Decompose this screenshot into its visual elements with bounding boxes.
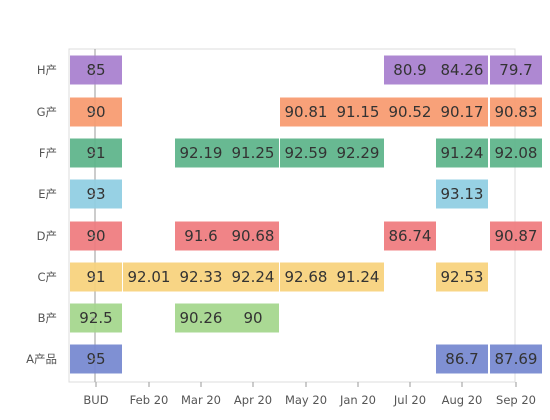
heatmap-cell[interactable] <box>175 138 227 168</box>
heatmap-cell[interactable] <box>280 97 332 127</box>
y-tick-label: E产 <box>38 187 57 201</box>
heatmap-cell[interactable] <box>490 344 542 374</box>
y-tick-label: A产品 <box>26 352 57 366</box>
cell-value-label: 80.9 <box>393 61 426 79</box>
heatmap-cell[interactable] <box>436 344 488 374</box>
heatmap-cell[interactable] <box>436 97 488 127</box>
cell-value-label: 90 <box>243 309 262 327</box>
heatmap-cell[interactable] <box>332 97 384 127</box>
heatmap-cell[interactable] <box>490 97 542 127</box>
cell-value-label: 91.24 <box>337 268 380 286</box>
cell-value-label: 79.7 <box>499 61 532 79</box>
cells-layer <box>70 55 542 374</box>
cell-value-label: 85 <box>86 61 105 79</box>
y-tick-label: D产 <box>37 229 57 243</box>
cell-value-label: 92.29 <box>337 144 380 162</box>
cell-value-label: 90.87 <box>495 227 538 245</box>
cell-value-label: 93 <box>86 185 105 203</box>
heatmap-cell[interactable] <box>70 303 122 333</box>
cell-labels-layer: 85 80.9 84.26 79.7 90 90.81 91.15 90.52 90.17 90.… <box>79 61 537 368</box>
y-tick-label: B产 <box>38 311 57 325</box>
cell-value-label: 91 <box>86 268 105 286</box>
y-tick-label: C产 <box>37 270 57 284</box>
heatmap-cell[interactable] <box>175 303 227 333</box>
cell-value-label: 86.7 <box>445 350 478 368</box>
plot-frame <box>68 48 516 383</box>
cell-value-label: 90 <box>86 103 105 121</box>
heatmap-cell[interactable] <box>332 138 384 168</box>
heatmap-cell[interactable] <box>332 262 384 292</box>
cell-value-label: 90 <box>86 227 105 245</box>
cell-value-label: 95 <box>86 350 105 368</box>
cell-value-label: 84.26 <box>441 61 484 79</box>
cell-value-label: 90.52 <box>389 103 432 121</box>
heatmap-cell[interactable] <box>70 179 122 209</box>
heatmap-cell[interactable] <box>227 303 279 333</box>
heatmap-cell[interactable] <box>70 55 122 85</box>
heatmap-cell[interactable] <box>384 55 436 85</box>
x-tick-label: Jul 20 <box>393 393 426 407</box>
cell-value-label: 91.24 <box>441 144 484 162</box>
cell-value-label: 92.33 <box>180 268 223 286</box>
cell-value-label: 86.74 <box>389 227 432 245</box>
cell-value-label: 92.53 <box>441 268 484 286</box>
cell-value-label: 90.83 <box>495 103 538 121</box>
heatmap-cell[interactable] <box>490 138 542 168</box>
heatmap-cell[interactable] <box>436 262 488 292</box>
heatmap-cell[interactable] <box>490 55 542 85</box>
heatmap-cell[interactable] <box>175 262 227 292</box>
x-axis: BUD Feb 20 Mar 20 Apr 20 May 20 Jan 20 Jul 20 A… <box>83 382 536 407</box>
x-tick-label: Apr 20 <box>234 393 272 407</box>
y-axis: H产 G产 F产 E产 D产 C产 B产 A产品 <box>26 63 95 366</box>
cell-value-label: 91 <box>86 144 105 162</box>
x-tick-label: May 20 <box>285 393 327 407</box>
x-tick-label: Aug 20 <box>442 393 483 407</box>
heatmap-cell[interactable] <box>70 262 122 292</box>
y-tick-label: H产 <box>37 63 57 77</box>
heatmap-cell[interactable] <box>280 262 332 292</box>
heatmap-cell[interactable] <box>384 97 436 127</box>
heatmap-cell[interactable] <box>70 97 122 127</box>
cell-value-label: 87.69 <box>495 350 538 368</box>
heatmap-cell[interactable] <box>227 138 279 168</box>
cell-value-label: 90.81 <box>285 103 328 121</box>
cell-value-label: 92.24 <box>232 268 275 286</box>
heatmap-cell[interactable] <box>70 221 122 251</box>
heatmap-cell[interactable] <box>70 138 122 168</box>
cell-value-label: 92.19 <box>180 144 223 162</box>
cell-value-label: 91.6 <box>184 227 217 245</box>
y-tick-label: F产 <box>39 146 57 160</box>
cell-value-label: 92.59 <box>285 144 328 162</box>
heatmap-cell[interactable] <box>436 55 488 85</box>
cell-value-label: 90.17 <box>441 103 484 121</box>
cell-value-label: 90.68 <box>232 227 275 245</box>
cell-value-label: 90.26 <box>180 309 223 327</box>
y-tick-label: G产 <box>37 105 57 119</box>
x-tick-label: BUD <box>83 393 108 407</box>
cell-value-label: 92.01 <box>128 268 171 286</box>
heatmap-cell[interactable] <box>280 138 332 168</box>
cell-value-label: 92.68 <box>285 268 328 286</box>
x-tick-label: Jan 20 <box>339 393 376 407</box>
heatmap-cell[interactable] <box>436 179 488 209</box>
x-tick-label: Sep 20 <box>496 393 536 407</box>
cell-value-label: 91.15 <box>337 103 380 121</box>
cell-value-label: 93.13 <box>441 185 484 203</box>
x-tick-label: Mar 20 <box>181 393 221 407</box>
heatmap-cell[interactable] <box>436 138 488 168</box>
cell-value-label: 91.25 <box>232 144 275 162</box>
heatmap-cell[interactable] <box>175 221 227 251</box>
heatmap-cell[interactable] <box>227 221 279 251</box>
heatmap-cell[interactable] <box>123 262 175 292</box>
cell-value-label: 92.08 <box>495 144 538 162</box>
heatmap-cell[interactable] <box>227 262 279 292</box>
cell-value-label: 92.5 <box>79 309 112 327</box>
x-tick-label: Feb 20 <box>130 393 169 407</box>
heatmap-cell[interactable] <box>384 221 436 251</box>
heatmap-cell[interactable] <box>490 221 542 251</box>
heatmap-cell[interactable] <box>70 344 122 374</box>
